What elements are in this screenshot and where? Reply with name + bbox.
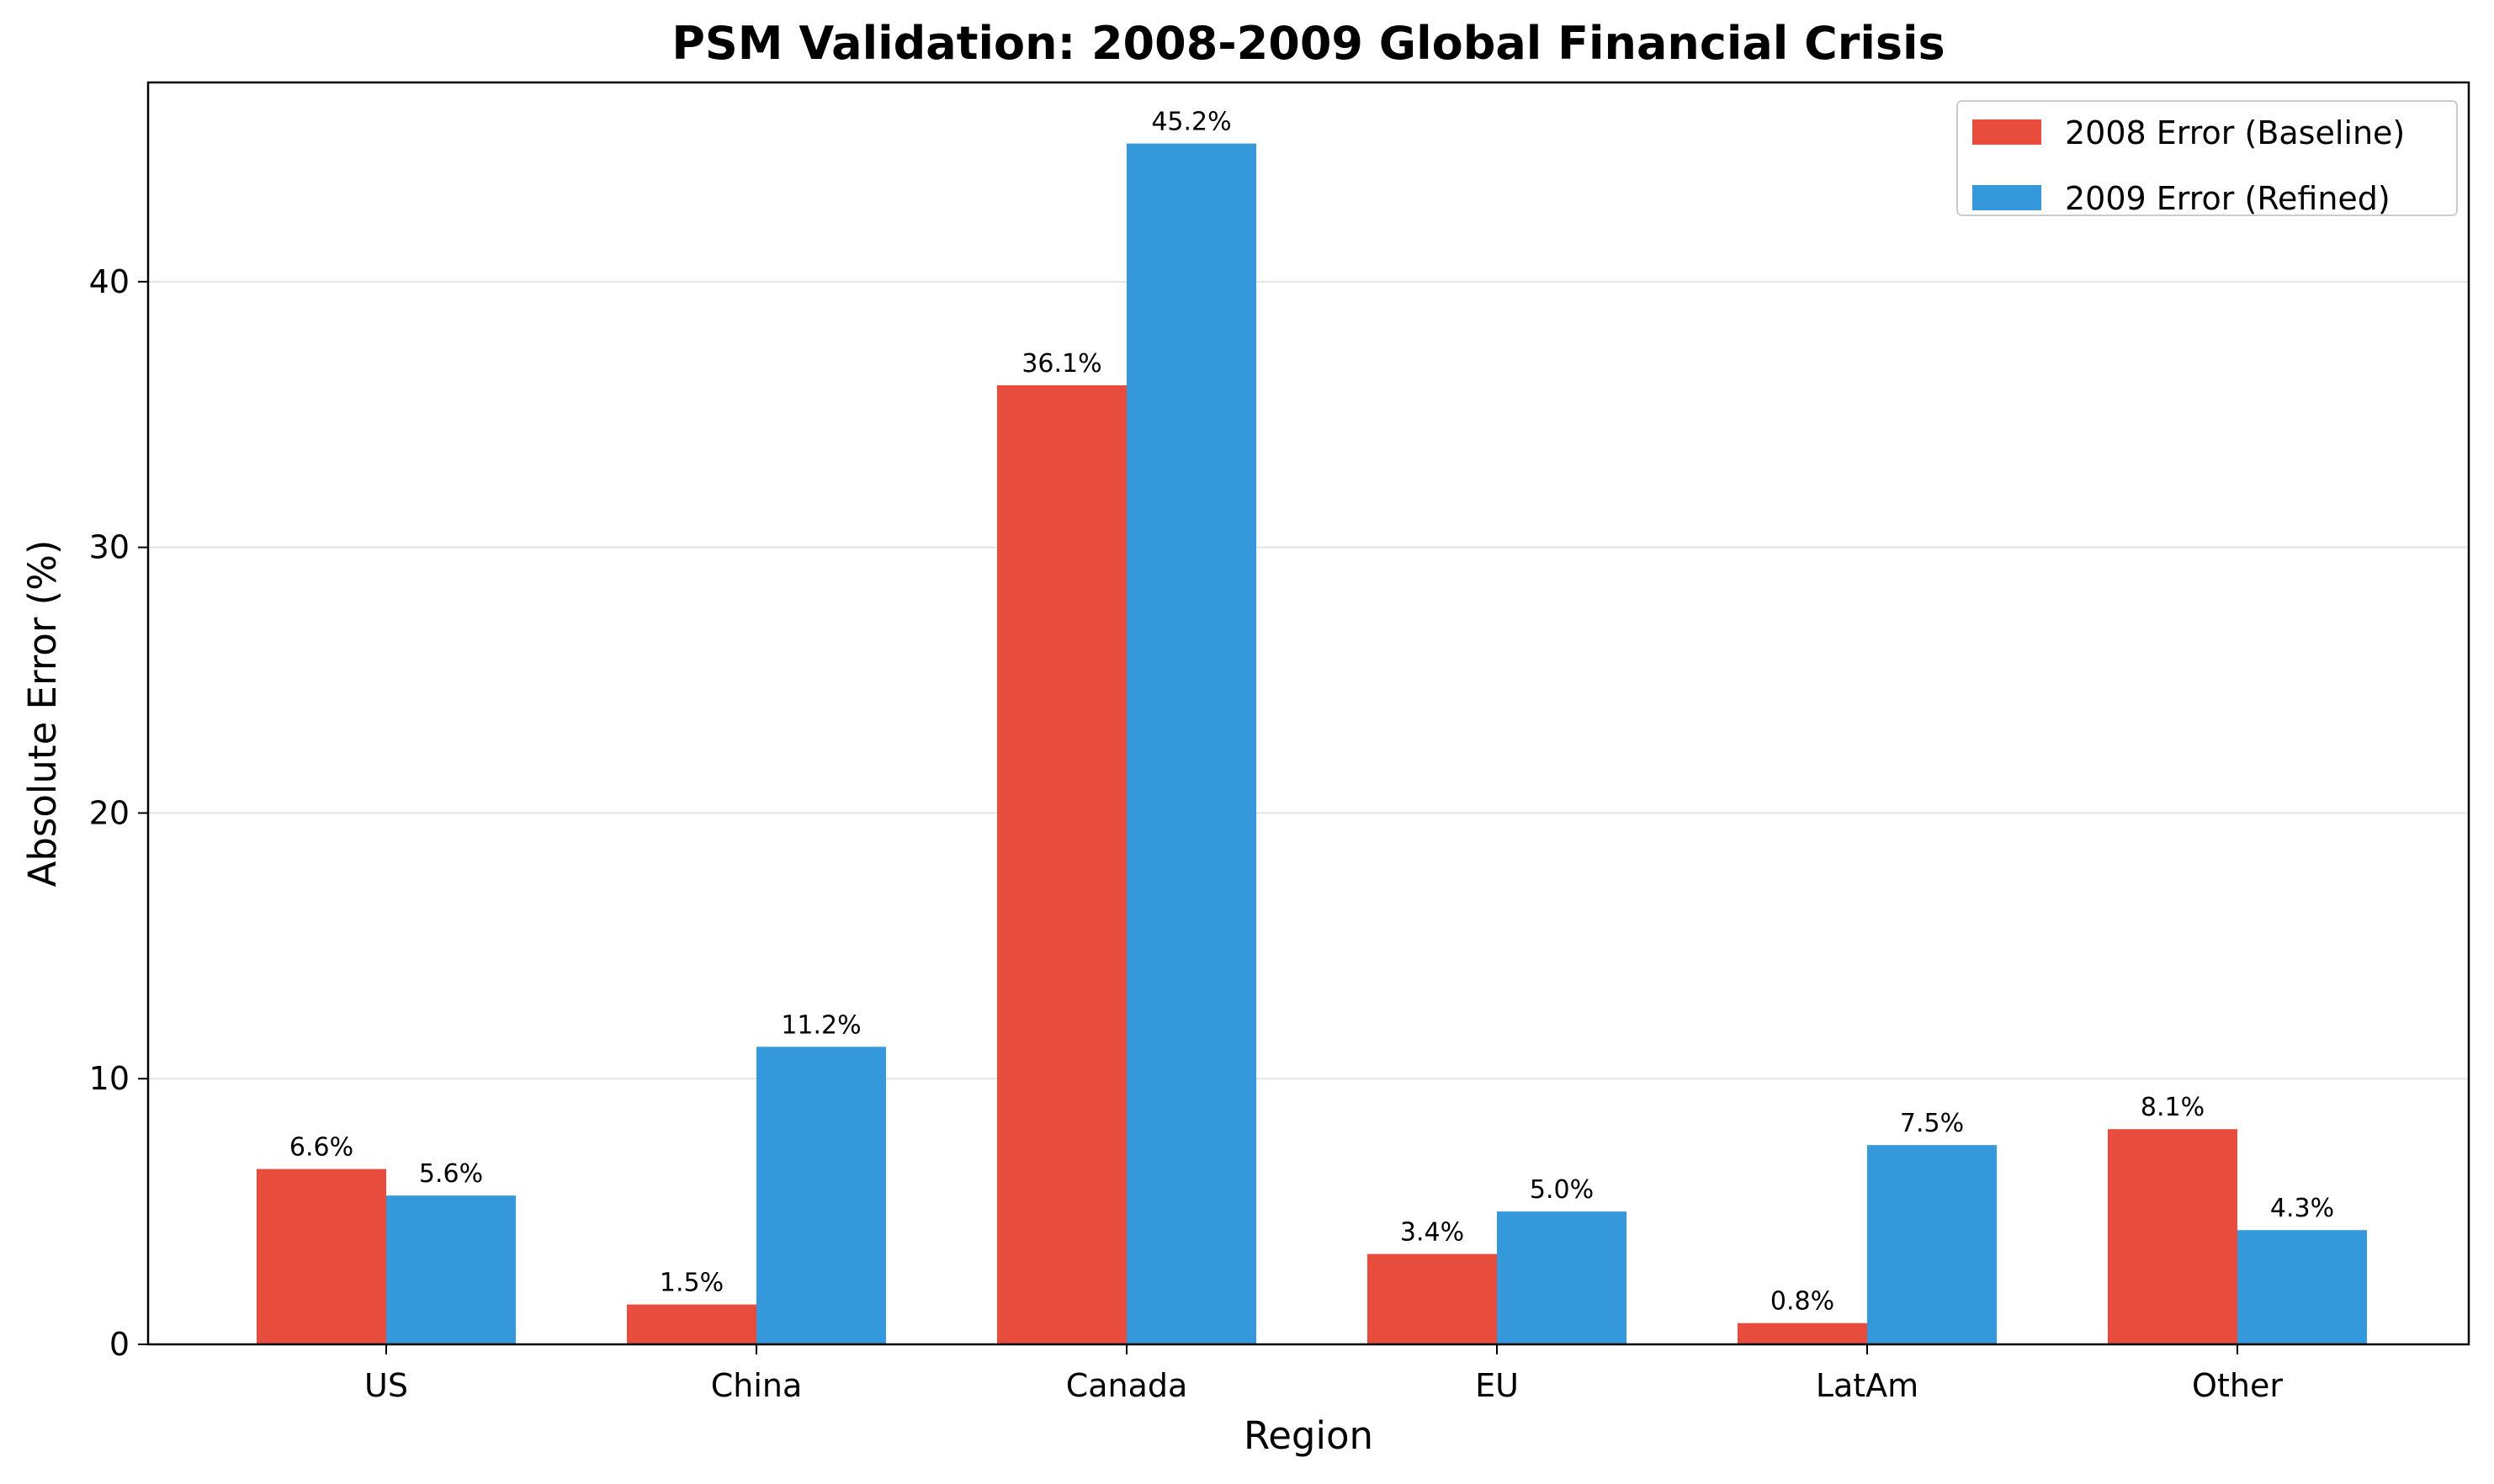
data-label: 8.1% [2141, 1093, 2205, 1122]
bar-other-series-2 [2237, 1230, 2367, 1344]
data-label: 4.3% [2270, 1194, 2334, 1223]
x-tick-label: Other [2192, 1367, 2283, 1404]
y-tick-label: 30 [89, 529, 130, 566]
x-tick-label: EU [1475, 1367, 1519, 1404]
x-axis: US China Canada EU LatAm Other [364, 1344, 2283, 1404]
x-tick-label: China [711, 1367, 803, 1404]
y-axis: 0 10 20 30 40 [89, 263, 148, 1363]
legend-swatch [1972, 185, 2041, 210]
data-label: 36.1% [1021, 349, 1101, 379]
data-label: 1.5% [660, 1269, 724, 1298]
bar-canada-series-2 [1127, 143, 1256, 1344]
x-tick-label: US [364, 1367, 408, 1404]
bar-canada-series-1 [997, 385, 1127, 1344]
bar-us-series-1 [257, 1169, 386, 1344]
bar-other-series-1 [2108, 1129, 2237, 1344]
legend: 2008 Error (Baseline) 2009 Error (Refined… [1956, 100, 2458, 217]
data-label: 3.4% [1400, 1218, 1464, 1248]
bar-eu-series-2 [1497, 1211, 1626, 1344]
data-label: 7.5% [1900, 1109, 1964, 1138]
y-tick-label: 10 [89, 1060, 130, 1097]
y-tick-label: 20 [89, 794, 130, 831]
y-tick-label: 40 [89, 263, 130, 300]
plot-frame [146, 81, 2470, 1346]
data-label: 11.2% [781, 1010, 861, 1040]
legend-swatch [1972, 119, 2041, 145]
bar-china-series-1 [627, 1304, 756, 1344]
bar-latam-series-1 [1738, 1322, 1867, 1344]
bar-us-series-2 [386, 1195, 516, 1344]
y-tick-label: 0 [109, 1326, 130, 1363]
grid-lines [148, 280, 2469, 1080]
bar-latam-series-2 [1867, 1145, 1997, 1344]
x-tick-label: Canada [1066, 1367, 1188, 1404]
data-label: 5.6% [419, 1159, 483, 1189]
legend-label: 2008 Error (Baseline) [2065, 114, 2405, 151]
legend-label: 2009 Error (Refined) [2065, 180, 2391, 217]
bar-china-series-2 [756, 1047, 886, 1344]
data-label: 5.0% [1530, 1175, 1594, 1205]
x-tick-label: LatAm [1816, 1367, 1918, 1404]
data-labels: 6.6% 5.6% 1.5% 11.2% 36.1% 45.2% 3.4% 5.0% 0.8% 7… [289, 108, 2334, 1317]
data-label: 45.2% [1151, 108, 1231, 137]
chart-title: PSM Validation: 2008-2009 Global Financi… [671, 17, 1945, 70]
bar-eu-series-1 [1367, 1253, 1497, 1344]
y-axis-label: Absolute Error (%) [20, 540, 65, 888]
x-axis-label: Region [1244, 1413, 1373, 1458]
bars [257, 143, 2367, 1344]
data-label: 6.6% [289, 1133, 353, 1163]
data-label: 0.8% [1770, 1287, 1834, 1317]
legend-box [1956, 100, 2458, 216]
